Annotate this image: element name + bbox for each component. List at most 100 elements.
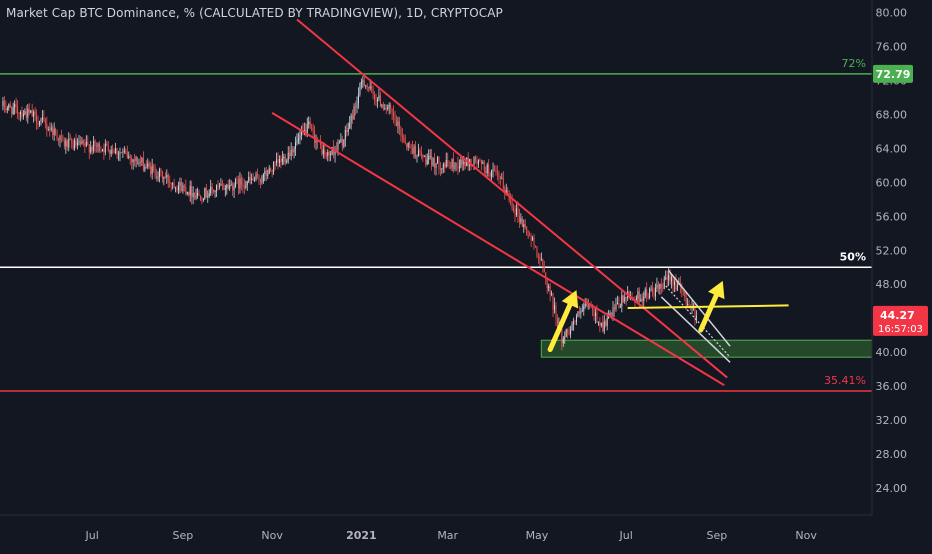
candle-body — [404, 141, 406, 144]
candle-body — [554, 305, 556, 310]
candle-body — [540, 259, 542, 261]
candle-body — [249, 176, 251, 181]
candle-body — [439, 168, 441, 170]
candle-body — [19, 112, 21, 115]
candle-body — [567, 329, 569, 333]
candle-body — [204, 187, 206, 199]
candle-body — [12, 107, 14, 115]
candle-body — [400, 128, 402, 136]
candle-body — [183, 185, 185, 187]
candle-body — [18, 112, 20, 115]
candle-body — [53, 129, 55, 136]
candle-body — [650, 288, 652, 290]
candle-body — [375, 100, 377, 102]
candle-body — [521, 218, 523, 227]
candle-body — [681, 287, 683, 291]
candle-body — [131, 157, 133, 163]
candle-body — [72, 142, 74, 149]
candle-body — [594, 312, 596, 317]
candle-body — [328, 152, 330, 155]
candle-body — [151, 166, 153, 174]
candle-body — [97, 143, 99, 147]
candle-body — [306, 124, 308, 136]
candle-body — [167, 175, 169, 182]
candle-body — [132, 159, 134, 163]
candle-body — [504, 188, 506, 194]
candle-body — [381, 104, 383, 107]
candle-body — [409, 143, 411, 145]
candle-body — [507, 190, 509, 194]
x-tick-label: Jul — [85, 529, 99, 542]
axes-layer: 80.0076.0072.0068.0064.0060.0056.0052.00… — [0, 0, 928, 542]
candle-body — [422, 155, 424, 157]
candle-body — [300, 130, 302, 136]
candle-body — [431, 155, 433, 166]
level-badge — [873, 64, 913, 83]
y-tick-label: 76.00 — [876, 41, 908, 54]
candle-body — [44, 120, 46, 124]
candle-body — [9, 104, 11, 107]
candle-body — [273, 162, 275, 173]
y-tick-label: 28.00 — [876, 448, 908, 461]
candle-body — [311, 127, 313, 129]
candle-body — [255, 174, 257, 180]
candle-body — [182, 185, 184, 192]
candle-body — [676, 284, 678, 290]
candle-body — [460, 159, 462, 167]
candle-body — [46, 123, 48, 130]
candle-body — [520, 218, 522, 223]
channel-line — [668, 270, 731, 347]
candle-body — [687, 303, 689, 305]
candle-body — [223, 184, 225, 190]
candle-body — [624, 296, 626, 302]
candle-body — [271, 170, 273, 173]
candle-body — [546, 278, 548, 289]
candle-body — [454, 162, 456, 170]
candle-body — [31, 110, 33, 117]
candle-body — [355, 106, 357, 108]
candle-body — [532, 237, 534, 241]
candle-body — [103, 149, 105, 153]
candle-body — [615, 304, 617, 310]
candle-body — [372, 88, 374, 95]
candle-body — [62, 137, 64, 141]
candle-body — [606, 318, 608, 326]
candle-body — [644, 289, 646, 297]
candle-body — [556, 318, 558, 328]
candle-body — [214, 190, 216, 192]
candle-body — [641, 298, 643, 302]
y-tick-label: 64.00 — [876, 142, 908, 155]
candle-body — [395, 119, 397, 126]
candle-body — [657, 284, 659, 289]
candle-body — [327, 152, 329, 157]
candle-body — [659, 283, 661, 289]
y-tick-label: 48.00 — [876, 278, 908, 291]
candle-body — [39, 121, 41, 125]
candle-body — [88, 144, 90, 153]
candle-body — [515, 208, 517, 215]
candle-body — [346, 130, 348, 133]
candle-body — [267, 173, 269, 176]
candle-body — [341, 138, 343, 147]
candle-body — [24, 111, 26, 115]
candle-body — [611, 312, 613, 316]
candle-body — [270, 168, 272, 171]
candle-body — [363, 80, 365, 87]
candle-body — [688, 303, 690, 308]
arrow-shaft — [698, 292, 719, 333]
candle-body — [403, 136, 405, 142]
candle-body — [586, 303, 588, 307]
candle-body — [536, 246, 538, 257]
candle-body — [675, 281, 677, 290]
x-tick-label: Sep — [173, 529, 194, 542]
candle-body — [116, 148, 118, 155]
candle-body — [52, 127, 54, 136]
candle-body — [513, 208, 515, 211]
candle-body — [592, 307, 594, 310]
candle-body — [350, 115, 352, 123]
candle-body — [284, 156, 286, 163]
candle-body — [216, 185, 218, 191]
candle-body — [179, 182, 181, 187]
